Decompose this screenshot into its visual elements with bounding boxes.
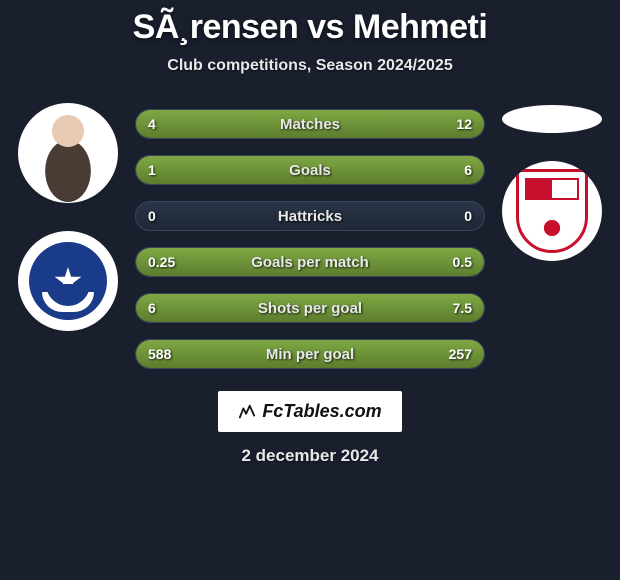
- stat-row: Hattricks0 0: [135, 201, 485, 231]
- left-club-crest: [18, 231, 118, 331]
- right-club-crest: [502, 161, 602, 261]
- main-layout: Matches412Goals16Hattricks00Goals per ma…: [0, 103, 620, 369]
- page-title: SÃ¸rensen vs Mehmeti: [0, 8, 620, 47]
- stat-value-right: 257: [449, 346, 472, 362]
- stat-value-right: 0.5: [453, 254, 472, 270]
- stat-row: Shots per goal67.5: [135, 293, 485, 323]
- right-player-column: [497, 103, 607, 261]
- stat-value-right: 7.5: [453, 300, 472, 316]
- right-player-avatar: [502, 105, 602, 133]
- stat-row: Goals per match0.250.5: [135, 247, 485, 277]
- stat-label: Hattricks: [136, 208, 484, 225]
- stat-value-right: 6: [464, 162, 472, 178]
- stat-value-left: 588: [148, 346, 171, 362]
- stat-value-left: 0: [148, 208, 156, 224]
- crescent-icon: [42, 292, 94, 312]
- stat-value-right: 0: [464, 208, 472, 224]
- stat-fill-left: [136, 156, 185, 184]
- stat-value-left: 4: [148, 116, 156, 132]
- left-player-avatar: [18, 103, 118, 203]
- fctables-logo-icon: [238, 403, 256, 421]
- date-text: 2 december 2024: [241, 446, 378, 466]
- stat-fill-left: [136, 340, 380, 368]
- stat-value-right: 12: [456, 116, 472, 132]
- subtitle: Club competitions, Season 2024/2025: [0, 57, 620, 75]
- stats-bars: Matches412Goals16Hattricks00Goals per ma…: [135, 109, 485, 369]
- left-player-column: [13, 103, 123, 331]
- portsmouth-crest-icon: [29, 242, 107, 320]
- stat-value-left: 1: [148, 162, 156, 178]
- stat-row: Min per goal588257: [135, 339, 485, 369]
- bristol-city-crest-icon: [516, 169, 588, 253]
- stat-fill-left: [136, 294, 289, 322]
- comparison-card: SÃ¸rensen vs Mehmeti Club competitions, …: [0, 0, 620, 466]
- stat-fill-right: [223, 110, 484, 138]
- footer: FcTables.com 2 december 2024: [0, 391, 620, 466]
- stat-row: Goals16: [135, 155, 485, 185]
- stat-value-left: 6: [148, 300, 156, 316]
- stat-fill-right: [185, 156, 484, 184]
- brand-badge: FcTables.com: [218, 391, 401, 432]
- stat-fill-right: [251, 248, 484, 276]
- stat-row: Matches412: [135, 109, 485, 139]
- brand-text: FcTables.com: [262, 401, 381, 422]
- stat-value-left: 0.25: [148, 254, 175, 270]
